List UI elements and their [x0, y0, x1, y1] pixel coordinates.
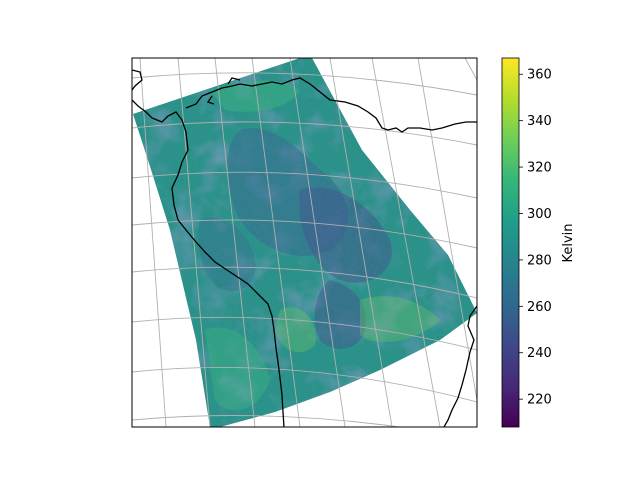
colorbar-tick-label: 220 — [527, 393, 552, 408]
coastlines — [132, 69, 477, 427]
colorbar-tick-label: 280 — [527, 253, 552, 268]
colorbar-label: Kelvin — [561, 223, 576, 262]
colorbar-gradient — [501, 57, 520, 428]
gridlines — [132, 58, 477, 427]
colorbar: 220 240 260 280 300 320 340 360 Kelvin — [501, 57, 576, 428]
colorbar-tick-label: 260 — [527, 300, 552, 315]
map-frame — [131, 57, 478, 428]
map-axes — [132, 58, 477, 427]
colorbar-tick-label: 340 — [527, 114, 552, 129]
brightness-temperature-swath — [133, 58, 477, 427]
colorbar-tick-label: 300 — [527, 207, 552, 222]
colorbar-tick-label: 360 — [527, 68, 552, 83]
colorbar-tick-label: 320 — [527, 161, 552, 176]
colorbar-tick-label: 240 — [527, 346, 552, 361]
colorbar-ticks: 220 240 260 280 300 320 340 360 — [519, 68, 552, 408]
